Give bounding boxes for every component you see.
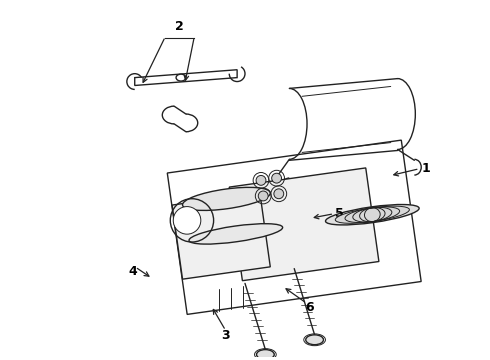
Text: 5: 5 bbox=[335, 207, 343, 220]
Ellipse shape bbox=[257, 350, 274, 360]
Circle shape bbox=[271, 173, 282, 183]
Circle shape bbox=[256, 175, 266, 185]
Polygon shape bbox=[172, 193, 270, 279]
Text: 6: 6 bbox=[305, 301, 314, 314]
Ellipse shape bbox=[325, 204, 419, 225]
Ellipse shape bbox=[306, 335, 323, 345]
Ellipse shape bbox=[176, 74, 186, 81]
Polygon shape bbox=[135, 70, 237, 85]
Circle shape bbox=[258, 191, 268, 201]
Ellipse shape bbox=[189, 224, 283, 244]
Ellipse shape bbox=[335, 206, 409, 223]
Ellipse shape bbox=[173, 207, 201, 234]
Circle shape bbox=[274, 189, 284, 199]
Text: 1: 1 bbox=[421, 162, 430, 175]
Ellipse shape bbox=[182, 187, 270, 211]
Text: 3: 3 bbox=[221, 329, 230, 342]
Polygon shape bbox=[229, 168, 379, 281]
Text: 4: 4 bbox=[129, 265, 138, 278]
Text: 2: 2 bbox=[175, 21, 184, 33]
